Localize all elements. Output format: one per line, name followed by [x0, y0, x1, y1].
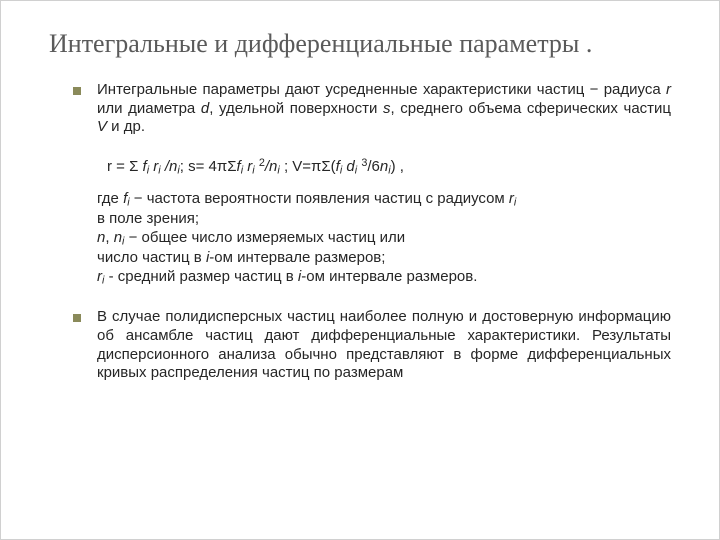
p1-mid2: , удельной поверхности	[209, 100, 383, 117]
spacer	[97, 178, 671, 190]
slide: Интегральные и дифференциальные параметр…	[0, 0, 720, 540]
slide-title: Интегральные и дифференциальные параметр…	[49, 29, 671, 59]
def-count-pre: число частиц в	[97, 249, 206, 266]
bullet-item-2: В случае полидисперсных частиц наиболее …	[97, 308, 671, 383]
def-ri-tail: -ом интервале размеров.	[301, 268, 477, 285]
f-semi1: ; s= 4πΣ	[180, 158, 237, 175]
formula-line: r = Σ fi ri /ni; s= 4πΣfi ri 2/ni ; V=πΣ…	[107, 157, 671, 178]
def-n-post: − общее число измеряемых частиц или	[124, 229, 405, 246]
def-count-post: -ом интервале размеров;	[209, 249, 385, 266]
f-n: n	[380, 158, 388, 175]
f-sln2: /n	[265, 158, 278, 175]
def-where: где fi − частота вероятности появления ч…	[97, 190, 671, 210]
spacer	[97, 288, 671, 300]
f-r-lhs: r = Σ	[107, 158, 143, 175]
def-where-pre: где	[97, 190, 123, 207]
formula-block: r = Σ fi ri /ni; s= 4πΣfi ri 2/ni ; V=πΣ…	[97, 145, 671, 300]
paragraph-1: Интегральные параметры дают усредненные …	[97, 81, 671, 137]
def-where-post: − частота вероятности появления частиц с…	[130, 190, 509, 207]
f-sln1: /n	[161, 158, 178, 175]
p1-pre: Интегральные параметры дают усредненные …	[97, 81, 666, 98]
def-ni-sym: n	[114, 229, 122, 246]
bullet-item-1: Интегральные параметры дают усредненные …	[97, 81, 671, 137]
f-r1: r	[149, 158, 158, 175]
def-comma: ,	[105, 229, 113, 246]
p1-r: r	[666, 81, 671, 98]
p1-mid3: , среднего объема сферических частиц	[390, 100, 671, 117]
def-ri-post: - средний размер частиц в	[104, 268, 298, 285]
f-d: d	[342, 158, 355, 175]
p1-post: и др.	[107, 118, 145, 135]
f-close: ) ,	[391, 158, 404, 175]
spacer	[97, 145, 671, 157]
def-n: n, ni − общее число измеряемых частиц ил…	[97, 229, 671, 249]
f-r2: r	[243, 158, 252, 175]
def-fov: в поле зрения;	[97, 210, 671, 229]
f-semi2: ; V=πΣ(	[280, 158, 336, 175]
def-count: число частиц в i-ом интервале размеров;	[97, 249, 671, 268]
body-list: Интегральные параметры дают усредненные …	[49, 81, 671, 383]
p1-mid1: или диаметра	[97, 100, 201, 117]
def-ri: i	[514, 197, 516, 209]
f-over6: /6	[367, 158, 380, 175]
p1-d: d	[201, 100, 209, 117]
def-ri-line: ri - средний размер частиц в i-ом интерв…	[97, 268, 671, 288]
paragraph-2: В случае полидисперсных частиц наиболее …	[97, 308, 671, 383]
p1-V: V	[97, 118, 107, 135]
